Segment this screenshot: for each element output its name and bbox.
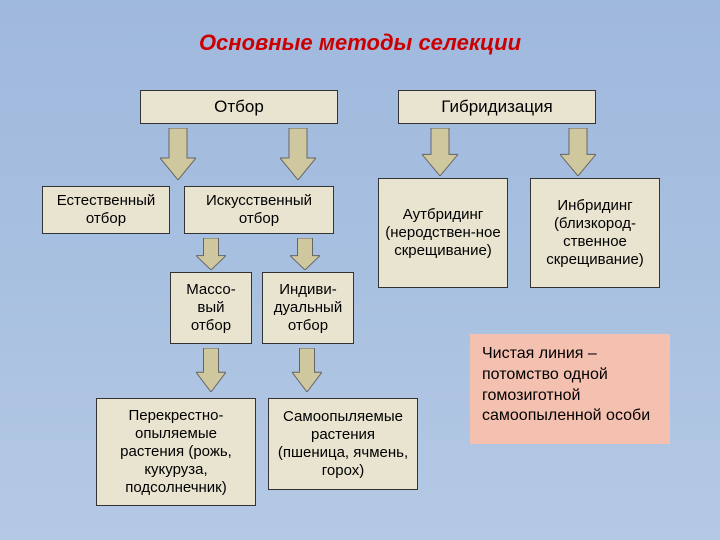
arrow-3 bbox=[560, 128, 596, 176]
arrow-1 bbox=[280, 128, 316, 180]
page-title: Основные методы селекции bbox=[0, 30, 720, 56]
arrow-4 bbox=[196, 238, 226, 270]
arrow-5 bbox=[290, 238, 320, 270]
arrow-2 bbox=[422, 128, 458, 176]
box-massovy: Массо-вый отбор bbox=[170, 272, 252, 344]
box-perekrest: Перекрестно-опыляемые растения (рожь, ку… bbox=[96, 398, 256, 506]
arrow-0 bbox=[160, 128, 196, 180]
box-autbriding: Аутбридинг (неродствен-ное скрещивание) bbox=[378, 178, 508, 288]
box-inbriding: Инбридинг (близкород-ственное скрещивани… bbox=[530, 178, 660, 288]
box-samoopyl: Самоопыляемые растения (пшеница, ячмень,… bbox=[268, 398, 418, 490]
arrow-6 bbox=[196, 348, 226, 392]
box-individ: Индиви-дуальный отбор bbox=[262, 272, 354, 344]
note-chistaya-liniya: Чистая линия – потомство одной гомозигот… bbox=[470, 334, 670, 444]
box-otbor: Отбор bbox=[140, 90, 338, 124]
box-gibrid: Гибридизация bbox=[398, 90, 596, 124]
arrow-7 bbox=[292, 348, 322, 392]
box-estestv: Естественный отбор bbox=[42, 186, 170, 234]
box-iskusstv: Искусственный отбор bbox=[184, 186, 334, 234]
